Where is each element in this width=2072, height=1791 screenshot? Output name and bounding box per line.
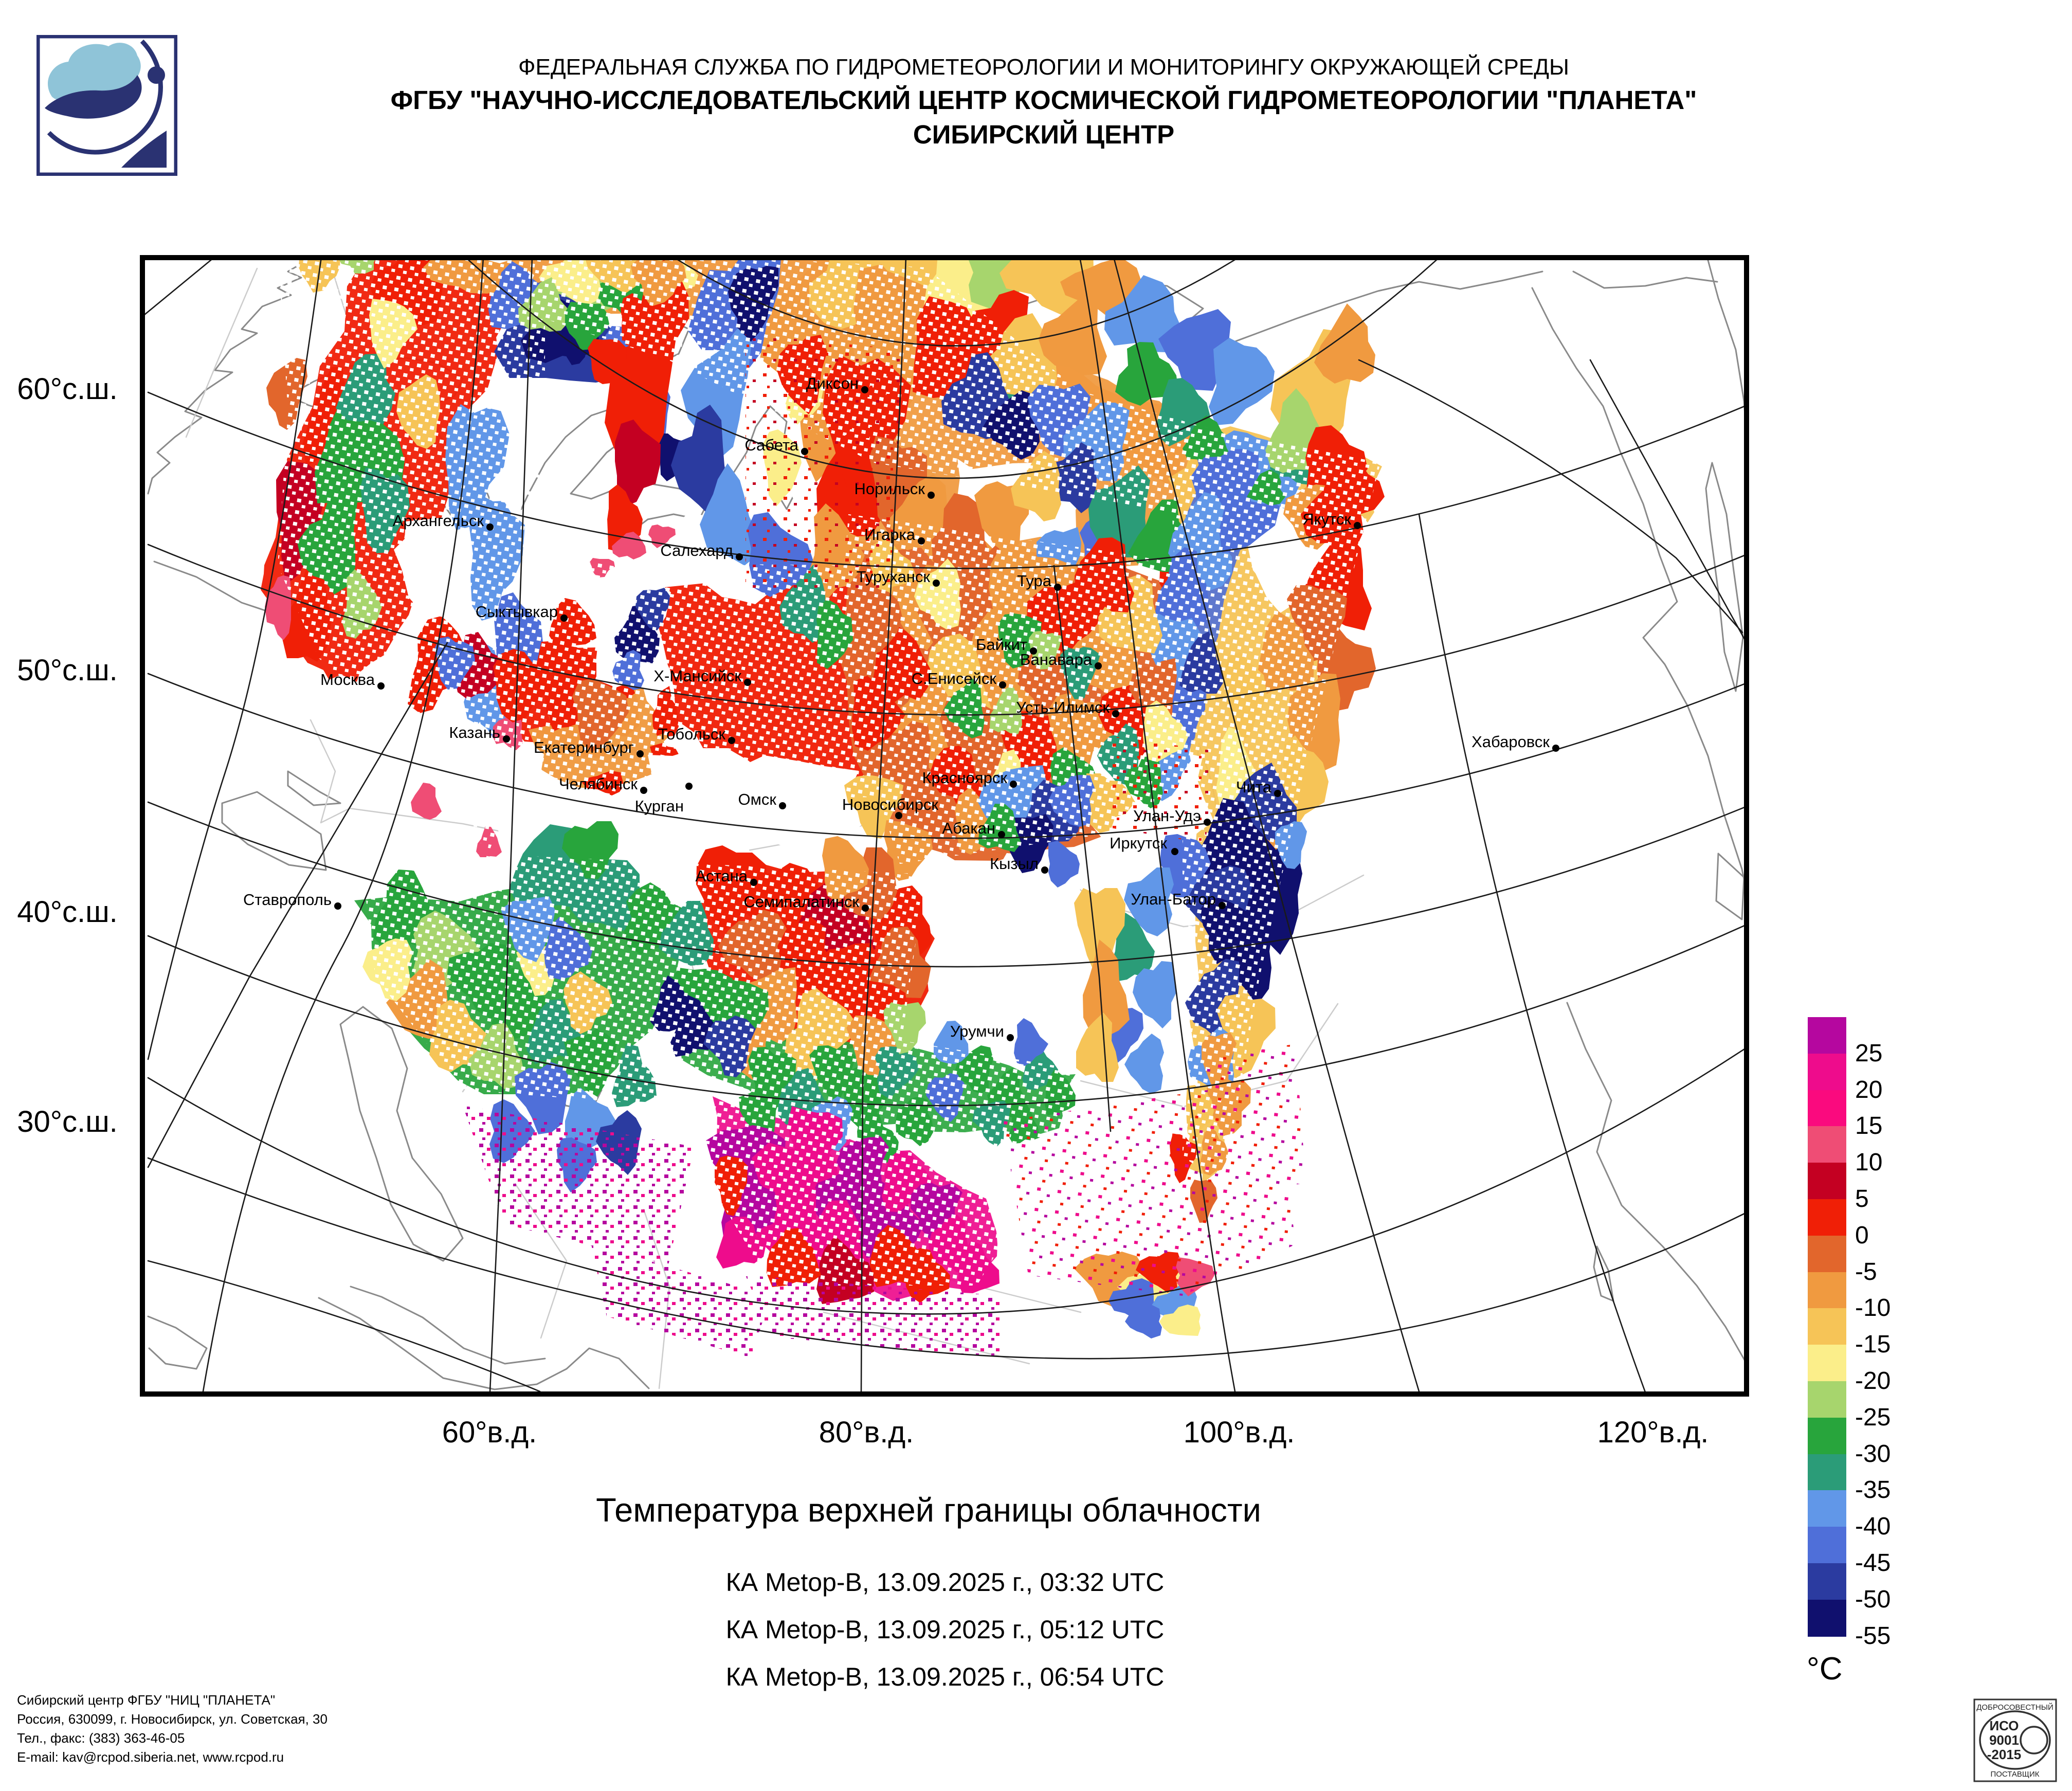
svg-text:-2015: -2015 [1987,1747,2022,1762]
svg-text:Иркутск: Иркутск [1110,834,1167,852]
svg-text:Абакан: Абакан [942,819,995,837]
svg-text:ДОБРОСОВЕСТНЫЙ: ДОБРОСОВЕСТНЫЙ [1976,1703,2053,1712]
svg-text:Красноярск: Красноярск [922,769,1008,787]
svg-text:Астана: Астана [695,867,748,885]
svg-text:Сабета: Сабета [744,436,798,454]
svg-text:Архангельск: Архангельск [393,512,484,530]
svg-text:Казань: Казань [449,723,500,741]
svg-text:Диксон: Диксон [806,374,859,392]
svg-text:Байкит: Байкит [976,636,1027,654]
svg-text:Семипалатинск: Семипалатинск [743,893,859,911]
svg-text:Тобольск: Тобольск [658,725,726,743]
svg-text:Сыктывкар: Сыктывкар [476,603,558,621]
svg-text:Якутск: Якутск [1302,510,1351,528]
svg-text:Курган: Курган [635,797,684,815]
svg-text:Омск: Омск [738,790,777,808]
svg-text:Игарка: Игарка [864,526,916,544]
svg-text:Тура: Тура [1017,572,1052,590]
svg-text:Х-Мансийск: Х-Мансийск [653,667,741,685]
svg-text:Чита: Чита [1236,778,1272,796]
svg-text:Кызыл: Кызыл [990,855,1039,873]
svg-text:Усть-Илимск: Усть-Илимск [1016,698,1110,716]
svg-text:Челябинск: Челябинск [559,775,638,793]
svg-text:Норильск: Норильск [855,480,925,498]
svg-text:Салехард: Салехард [660,541,733,559]
svg-text:9001: 9001 [1989,1732,2019,1748]
svg-text:ПОСТАВЩИК: ПОСТАВЩИК [1990,1770,2039,1779]
svg-text:Новосибирск: Новосибирск [842,795,939,813]
svg-text:Екатеринбург: Екатеринбург [534,738,634,756]
svg-text:Урумчи: Урумчи [950,1022,1004,1040]
svg-text:Ставрополь: Ставрополь [243,891,332,909]
svg-text:Хабаровск: Хабаровск [1471,733,1550,751]
svg-text:Москва: Москва [320,671,375,689]
svg-text:С.Енисейск: С.Енисейск [912,670,997,688]
svg-text:Туруханск: Туруханск [857,568,931,586]
svg-text:Улан-Батор: Улан-Батор [1131,890,1216,908]
svg-text:ИСО: ИСО [1989,1718,2019,1733]
svg-text:Ванавара: Ванавара [1020,650,1093,668]
svg-text:Улан-Удэ: Улан-Удэ [1133,807,1201,825]
